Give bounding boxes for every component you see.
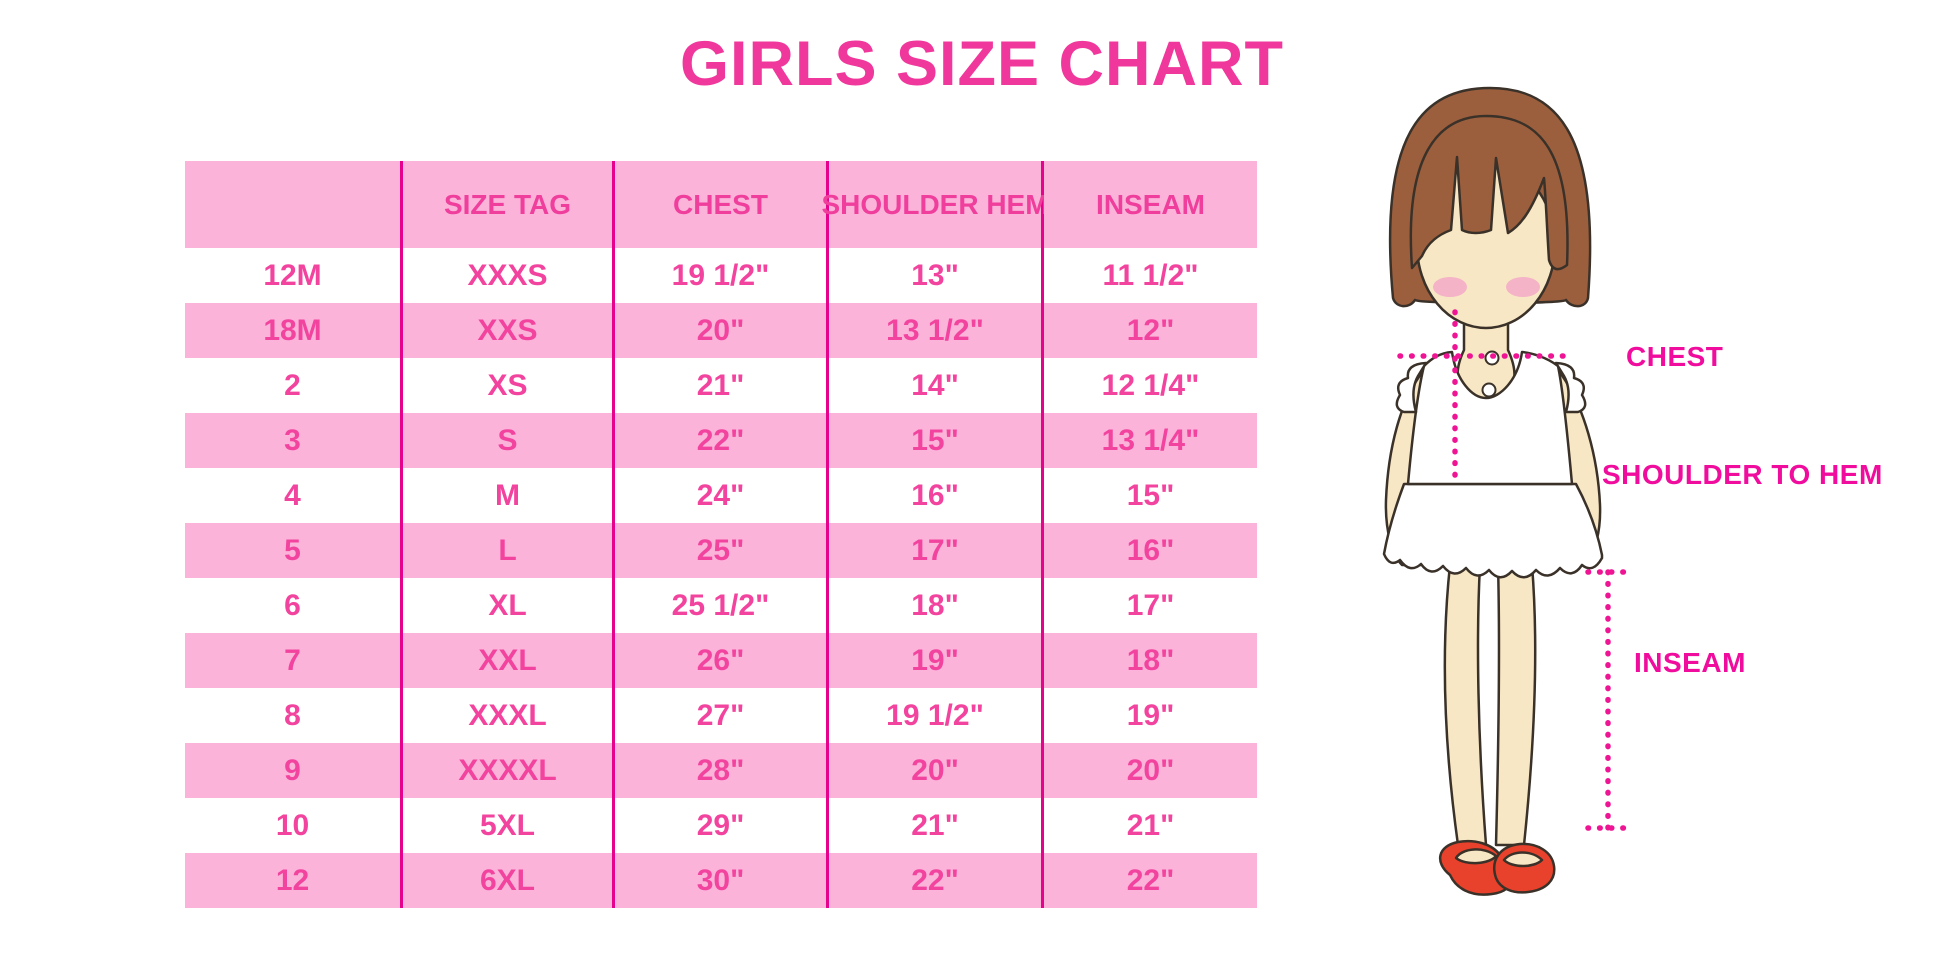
- girl-shoulder-ruffle-right: [1554, 361, 1587, 414]
- row-value-cell: 21": [1044, 798, 1257, 853]
- row-value-cell: 24": [615, 468, 829, 523]
- row-value-cell: 15": [1044, 468, 1257, 523]
- girl-shoulder-ruffle-left: [1395, 361, 1428, 414]
- row-value-cell: 25 1/2": [615, 578, 829, 633]
- size-table: SIZE TAG CHEST SHOULDER HEM INSEAM 12M XXXS 19…: [185, 161, 1257, 908]
- row-value-cell: 16": [1044, 523, 1257, 578]
- row-value-cell: XXXL: [403, 688, 615, 743]
- row-value-cell: 6XL: [403, 853, 615, 908]
- row-size-cell: 5: [185, 523, 403, 578]
- girl-blush-left: [1433, 277, 1467, 297]
- row-value-cell: 17": [1044, 578, 1257, 633]
- girl-hair-bangs: [1409, 114, 1569, 271]
- row-size-cell: 6: [185, 578, 403, 633]
- row-size-cell: 12: [185, 853, 403, 908]
- row-value-cell: XXXS: [403, 248, 615, 303]
- row-value-cell: 15": [829, 413, 1044, 468]
- row-value-cell: XXXXL: [403, 743, 615, 798]
- row-size-cell: 12M: [185, 248, 403, 303]
- row-size-cell: 9: [185, 743, 403, 798]
- row-size-cell: 10: [185, 798, 403, 853]
- row-value-cell: 13": [829, 248, 1044, 303]
- row-value-cell: 17": [829, 523, 1044, 578]
- row-value-cell: 13 1/2": [829, 303, 1044, 358]
- row-value-cell: L: [403, 523, 615, 578]
- row-value-cell: 12 1/4": [1044, 358, 1257, 413]
- row-size-cell: 4: [185, 468, 403, 523]
- row-value-cell: 19 1/2": [829, 688, 1044, 743]
- girl-shoe-left-instep: [1454, 848, 1498, 865]
- row-value-cell: 16": [829, 468, 1044, 523]
- row-value-cell: XXL: [403, 633, 615, 688]
- column-header: SHOULDER HEM: [821, 161, 1049, 248]
- row-value-cell: 30": [615, 853, 829, 908]
- row-size-cell: 8: [185, 688, 403, 743]
- row-value-cell: 29": [615, 798, 829, 853]
- row-value-cell: 19": [1044, 688, 1257, 743]
- row-value-cell: 5XL: [403, 798, 615, 853]
- shoulder-to-hem-label: SHOULDER TO HEM: [1602, 459, 1883, 490]
- girl-blush-right: [1506, 277, 1540, 297]
- row-value-cell: 26": [615, 633, 829, 688]
- inseam-label: INSEAM: [1634, 647, 1746, 678]
- row-value-cell: 28": [615, 743, 829, 798]
- row-value-cell: 12": [1044, 303, 1257, 358]
- row-value-cell: XXS: [403, 303, 615, 358]
- row-value-cell: 19 1/2": [615, 248, 829, 303]
- row-value-cell: M: [403, 468, 615, 523]
- girl-leg-left: [1443, 563, 1488, 847]
- girl-shoe-right: [1493, 842, 1556, 894]
- row-value-cell: 13 1/4": [1044, 413, 1257, 468]
- girl-shoe-right-instep: [1502, 851, 1544, 868]
- row-value-cell: 20": [1044, 743, 1257, 798]
- row-value-cell: 22": [829, 853, 1044, 908]
- girl-leg-right: [1494, 563, 1537, 847]
- girl-top-button-2: [1481, 382, 1497, 398]
- column-header: [185, 161, 403, 248]
- row-value-cell: 27": [615, 688, 829, 743]
- row-value-cell: 21": [829, 798, 1044, 853]
- row-value-cell: 19": [829, 633, 1044, 688]
- row-value-cell: 20": [829, 743, 1044, 798]
- column-header: CHEST: [615, 161, 829, 248]
- column-header: INSEAM: [1044, 161, 1257, 248]
- girl-illustration: [1300, 60, 1946, 973]
- row-value-cell: 21": [615, 358, 829, 413]
- row-value-cell: S: [403, 413, 615, 468]
- row-value-cell: 25": [615, 523, 829, 578]
- page-title: GIRLS SIZE CHART: [679, 29, 1284, 99]
- row-value-cell: 11 1/2": [1044, 248, 1257, 303]
- row-value-cell: 22": [1044, 853, 1257, 908]
- chest-label: CHEST: [1626, 341, 1724, 372]
- row-value-cell: 18": [829, 578, 1044, 633]
- girl-figure-svg: [1382, 86, 1633, 896]
- row-size-cell: 7: [185, 633, 403, 688]
- row-size-cell: 2: [185, 358, 403, 413]
- row-value-cell: 22": [615, 413, 829, 468]
- row-value-cell: XS: [403, 358, 615, 413]
- row-size-cell: 18M: [185, 303, 403, 358]
- column-header: SIZE TAG: [403, 161, 615, 248]
- row-value-cell: 18": [1044, 633, 1257, 688]
- row-size-cell: 3: [185, 413, 403, 468]
- girl-skirt: [1382, 482, 1604, 579]
- row-value-cell: XL: [403, 578, 615, 633]
- girl-top-bodice: [1406, 350, 1574, 486]
- row-value-cell: 14": [829, 358, 1044, 413]
- row-value-cell: 20": [615, 303, 829, 358]
